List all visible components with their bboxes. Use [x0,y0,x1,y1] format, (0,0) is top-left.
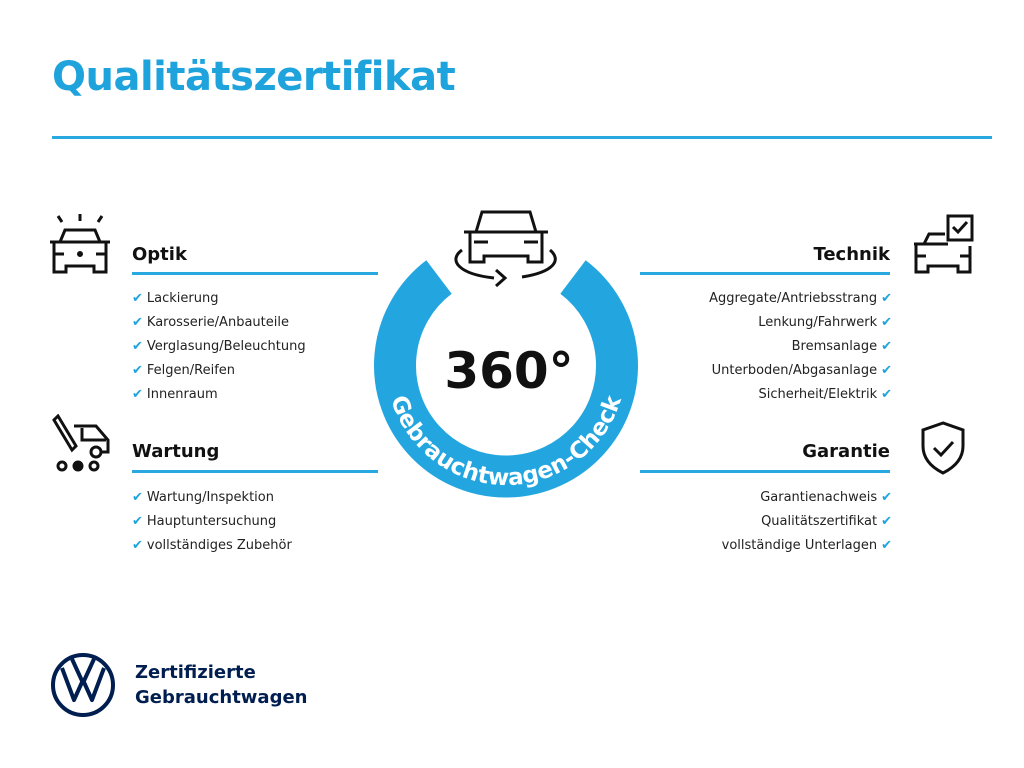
list-item-label: Garantienachweis [760,490,878,505]
footer-brand-text: Zertifizierte Gebrauchtwagen [135,660,307,710]
list-item-label: Verglasung/Beleuchtung [146,339,306,354]
wartung-heading: Wartung [132,441,220,462]
list-item: Garantienachweis ✔ [722,486,892,510]
list-item-label: Sicherheit/Elektrik [758,387,878,402]
list-item: ✔ Lackierung [132,287,306,311]
list-item: ✔ Wartung/Inspektion [132,486,292,510]
garantie-heading: Garantie [802,441,890,462]
page-title: Qualitätszertifikat [52,54,456,100]
technik-list: Aggregate/Antriebsstrang ✔ Lenkung/Fahrwer… [709,287,892,407]
list-item-label: Aggregate/Antriebsstrang [709,291,878,306]
optik-heading: Optik [132,244,187,265]
car-rotate-icon [454,210,557,288]
badge-ring [374,260,638,498]
list-item: Lenkung/Fahrwerk ✔ [709,311,892,335]
list-item: ✔ Hauptuntersuchung [132,510,292,534]
car-lights-icon [50,214,110,274]
check-icon: ✔ [881,291,892,306]
shield-check-icon [921,421,965,475]
check-icon: ✔ [881,538,892,553]
list-item-label: vollständige Unterlagen [721,538,878,553]
list-item: ✔ Karosserie/Anbauteile [132,311,306,335]
list-item-label: Unterboden/Abgasanlage [711,363,878,378]
list-item-label: Innenraum [146,387,218,402]
wartung-divider [132,470,378,473]
gebrauchtwagen-check-badge: Gebrauchtwagen-Check 360° [374,210,638,498]
service-van-icon [52,414,110,472]
list-item-label: Qualitätszertifikat [761,514,878,529]
check-icon: ✔ [881,315,892,330]
check-icon: ✔ [132,538,143,553]
list-item-label: Hauptuntersuchung [146,514,277,529]
check-icon: ✔ [132,490,143,505]
technik-heading: Technik [813,244,890,265]
check-icon: ✔ [881,514,892,529]
check-icon: ✔ [881,387,892,402]
title-divider [52,136,992,139]
list-item-label: Lenkung/Fahrwerk [758,315,878,330]
list-item-label: Bremsanlage [791,339,878,354]
check-icon: ✔ [132,363,143,378]
list-item: ✔ Felgen/Reifen [132,359,306,383]
check-icon: ✔ [132,387,143,402]
check-icon: ✔ [881,339,892,354]
list-item: vollständige Unterlagen ✔ [722,534,892,558]
list-item: ✔ Verglasung/Beleuchtung [132,335,306,359]
footer-line1: Zertifizierte [135,662,256,683]
list-item-label: Wartung/Inspektion [146,490,274,505]
list-item: ✔ Innenraum [132,383,306,407]
check-icon: ✔ [881,490,892,505]
wartung-list: ✔ Wartung/Inspektion ✔ Hauptuntersuchung ✔ vo… [132,486,292,558]
check-icon: ✔ [132,315,143,330]
vw-logo [51,653,115,717]
car-checklist-icon [914,214,974,274]
list-item-label: Felgen/Reifen [146,363,236,378]
list-item-label: Lackierung [146,291,219,306]
check-icon: ✔ [132,339,143,354]
list-item: Sicherheit/Elektrik ✔ [709,383,892,407]
list-item: Qualitätszertifikat ✔ [722,510,892,534]
check-icon: ✔ [132,514,143,529]
footer-line2: Gebrauchtwagen [135,687,308,708]
optik-divider [132,272,378,275]
optik-list: ✔ Lackierung ✔ Karosserie/Anbauteile ✔ Vergla… [132,287,306,407]
check-icon: ✔ [132,291,143,306]
garantie-list: Garantienachweis ✔ Qualitätszertifikat ✔ vol… [722,486,892,558]
badge-number: 360° [444,342,573,400]
garantie-divider [640,470,890,473]
technik-divider [640,272,890,275]
list-item-label: Karosserie/Anbauteile [146,315,289,330]
check-icon: ✔ [881,363,892,378]
list-item: Unterboden/Abgasanlage ✔ [709,359,892,383]
list-item: Aggregate/Antriebsstrang ✔ [709,287,892,311]
list-item: Bremsanlage ✔ [709,335,892,359]
list-item: ✔ vollständiges Zubehör [132,534,292,558]
list-item-label: vollständiges Zubehör [146,538,292,553]
